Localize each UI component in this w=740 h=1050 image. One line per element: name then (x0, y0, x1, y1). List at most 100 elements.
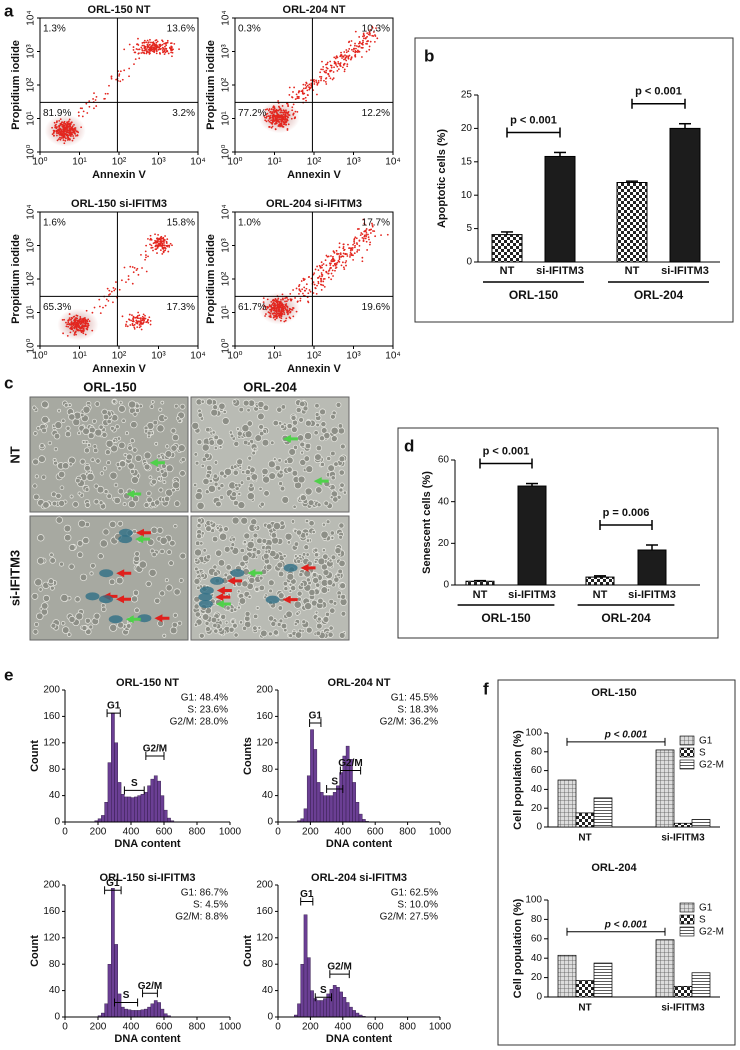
event-dot (336, 250, 338, 252)
cell (154, 500, 159, 505)
event-dot (139, 326, 141, 328)
event-dot (265, 313, 267, 315)
event-dot (137, 312, 139, 314)
cell (107, 494, 112, 499)
event-dot (297, 96, 299, 98)
event-dot (138, 57, 140, 59)
event-dot (328, 75, 330, 77)
histogram-bin (151, 1004, 154, 1017)
cell (83, 406, 90, 413)
event-dot (143, 313, 145, 315)
event-dot (316, 293, 318, 295)
event-dot (321, 289, 323, 291)
event-dot (74, 324, 76, 326)
event-dot (103, 98, 105, 100)
event-dot (365, 236, 367, 238)
event-dot (293, 104, 295, 106)
cell (103, 529, 109, 535)
cell (249, 577, 255, 583)
cell (268, 580, 274, 586)
histogram-bin (314, 749, 317, 822)
x-tick-label: 600 (367, 827, 384, 838)
event-dot (268, 315, 270, 317)
y-axis-label: Cell population (%) (512, 898, 524, 998)
bar (594, 798, 612, 827)
event-dot (335, 267, 337, 269)
cell (35, 579, 42, 586)
panel-letter: b (424, 46, 434, 65)
cell (33, 494, 39, 500)
event-dot (357, 51, 359, 53)
bar (466, 581, 494, 585)
histogram-bin (105, 1004, 108, 1017)
histogram-bin (111, 713, 114, 822)
cell (54, 433, 60, 439)
cell (61, 594, 68, 601)
cell (338, 424, 343, 429)
event-dot (270, 301, 272, 303)
event-dot (322, 66, 324, 68)
y-tick-label: 0 (267, 1012, 273, 1023)
cell (326, 520, 330, 524)
legend-label: S (699, 748, 706, 759)
event-dot (144, 259, 146, 261)
event-dot (74, 133, 76, 135)
event-dot (376, 37, 378, 39)
event-dot (113, 287, 115, 289)
cell (259, 576, 263, 580)
cell (157, 455, 160, 458)
event-dot (302, 293, 304, 295)
cell (165, 579, 168, 582)
event-dot (274, 123, 276, 125)
event-dot (316, 81, 318, 83)
phase-percent: S: 10.0% (397, 900, 438, 911)
cell (233, 470, 238, 475)
event-dot (134, 317, 136, 319)
x-tick-label: 10³ (151, 157, 166, 168)
cell (300, 582, 304, 586)
cell (170, 540, 176, 546)
cell (155, 598, 161, 604)
x-tick-label: 1000 (429, 827, 452, 838)
histogram-bin (157, 781, 160, 822)
p-value: p < 0.001 (483, 445, 530, 457)
event-dot (157, 244, 159, 246)
event-dot (66, 135, 68, 137)
stained-cell (198, 593, 212, 601)
x-tick-label: 10³ (346, 351, 361, 362)
y-tick-label: 200 (43, 685, 60, 696)
cell (304, 432, 311, 439)
y-tick-label: 10⁰ (26, 144, 37, 159)
event-dot (337, 63, 339, 65)
event-dot (326, 67, 328, 69)
event-dot (333, 71, 335, 73)
p-value: p < 0.001 (604, 730, 648, 741)
event-dot (328, 277, 330, 279)
event-dot (89, 320, 91, 322)
event-dot (359, 245, 361, 247)
event-dot (310, 291, 312, 293)
event-dot (361, 257, 363, 259)
event-dot (172, 52, 174, 54)
histogram-bin (161, 796, 164, 822)
event-dot (292, 307, 294, 309)
event-dot (157, 237, 159, 239)
event-dot (143, 50, 145, 52)
event-dot (134, 267, 136, 269)
stained-cell (199, 600, 213, 608)
event-dot (344, 70, 346, 72)
bar (558, 955, 576, 997)
histogram-bin (118, 782, 121, 822)
event-dot (92, 312, 94, 314)
event-dot (72, 127, 74, 129)
cell (114, 483, 118, 487)
plot-title: ORL-204 NT (283, 4, 346, 16)
cell (343, 491, 346, 494)
cell (312, 573, 317, 578)
event-dot (75, 331, 77, 333)
phase-percent: G1: 62.5% (391, 888, 438, 899)
event-dot (308, 86, 310, 88)
event-dot (164, 46, 166, 48)
